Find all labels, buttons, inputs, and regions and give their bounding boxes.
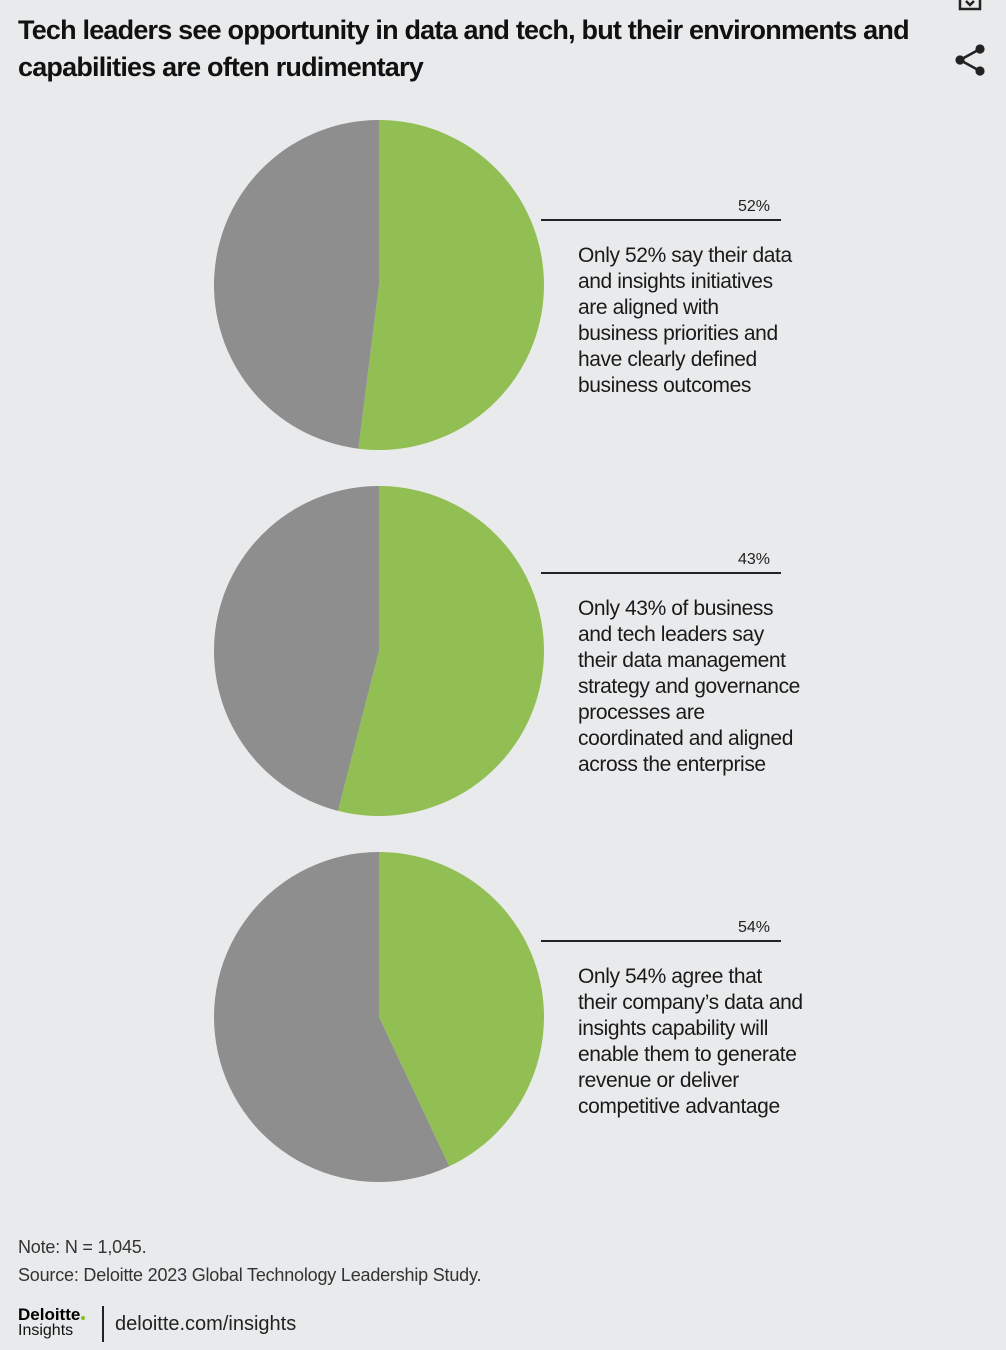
callout-value: 52% [737,198,770,215]
callout-rule [541,219,781,221]
pie-slice-highlight [337,486,544,816]
logo-dot [81,1316,86,1320]
deloitte-insights-link[interactable]: deloitte.com/insights [115,1313,297,1335]
callout-text: Only 43% of business and tech leaders sa… [578,597,800,776]
pie-slice-highlight [358,120,544,450]
footer: Deloitte Insights deloitte.com/insights [18,1304,418,1344]
pie-slice-remainder [214,852,450,1182]
download-icon[interactable] [956,0,984,12]
callout-1: 52% Only 52% say their data and insights… [541,198,801,399]
callout-text: Only 54% agree that their company’s data… [578,965,803,1118]
share-icon[interactable] [952,42,988,78]
chart-notes: Note: N = 1,045. Source: Deloitte 2023 G… [18,1233,481,1289]
callout-rule [541,940,781,942]
pie-slice-remainder [213,120,379,449]
logo-word: Deloitte [18,1305,81,1324]
chart-title: Tech leaders see opportunity in data and… [18,15,910,82]
deloitte-logo: Deloitte Insights [18,1305,86,1339]
callout-2: 43% Only 43% of business and tech leader… [541,551,801,778]
callout-3: 54% Only 54% agree that their company’s … [541,919,803,1120]
pie-slice-highlight [379,852,545,1167]
callout-rule [541,572,781,574]
footer-divider [102,1306,104,1342]
callout-value: 43% [737,551,770,568]
callout-value: 54% [737,919,770,936]
callout-text: Only 52% say their data and insights ini… [578,244,792,397]
logo-sub: Insights [18,1322,74,1339]
source-text: Source: Deloitte 2023 Global Technology … [18,1265,482,1285]
note-text: Note: N = 1,045. [18,1237,147,1257]
pie-slice-remainder [213,486,379,811]
